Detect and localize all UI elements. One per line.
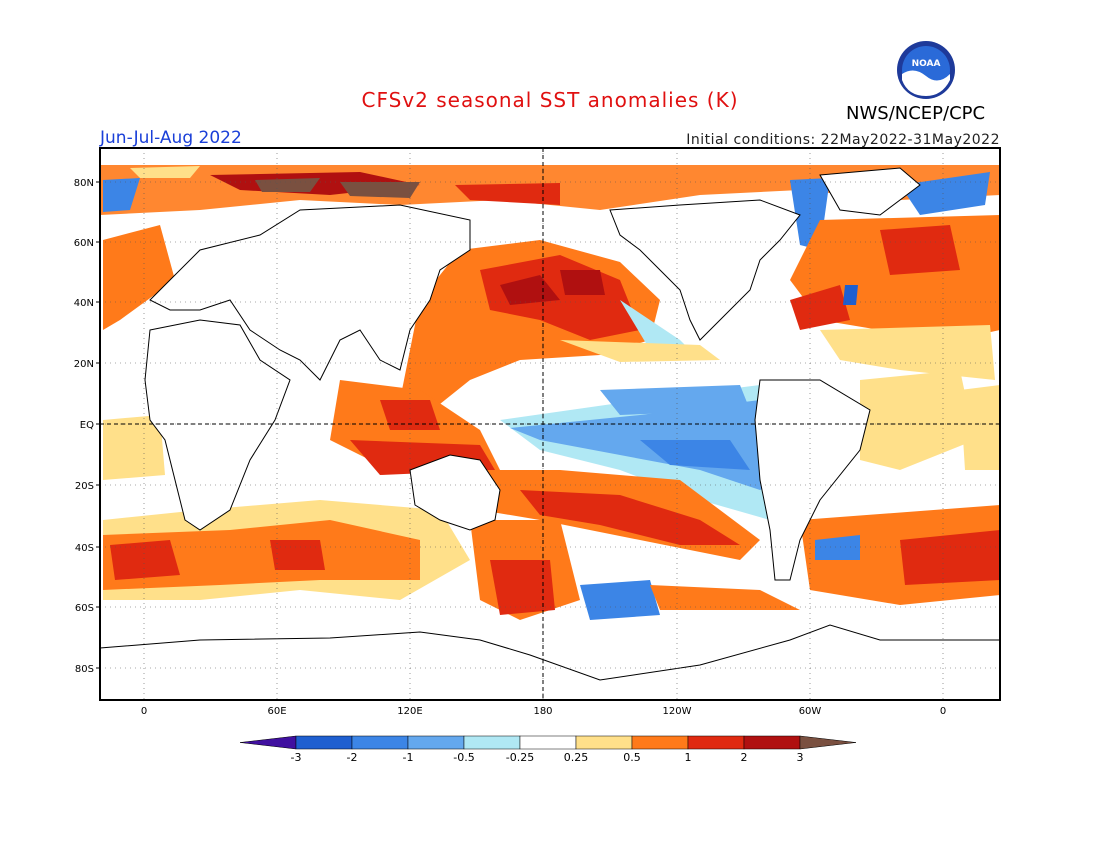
colorbar-segment xyxy=(407,735,465,750)
colorbar: -3 -2 -1 -0.5 -0.25 0.25 0.5 1 2 3 xyxy=(239,735,857,764)
colorbar-segment xyxy=(575,735,633,750)
chart-title: CFSv2 seasonal SST anomalies (K) xyxy=(361,88,739,112)
lon-label: 0 xyxy=(940,706,946,717)
colorbar-segment xyxy=(295,735,353,750)
colorbar-tick-label: -2 xyxy=(347,751,358,764)
lon-label: 180 xyxy=(533,706,552,717)
colorbar-tick-label: -0.5 xyxy=(453,751,474,764)
lat-label: 20N xyxy=(74,359,94,370)
colorbar-tick-label: 0.5 xyxy=(623,751,641,764)
longitude-labels: 0 60E 120E 180 120W 60W 0 xyxy=(141,706,946,717)
colorbar-tick-label: -1 xyxy=(403,751,414,764)
lon-label: 60W xyxy=(799,706,822,717)
colorbar-segment xyxy=(351,735,409,750)
lat-label: 80N xyxy=(74,178,94,189)
colorbar-tick-label: 1 xyxy=(685,751,692,764)
noaa-logo: NOAA xyxy=(897,41,955,99)
lat-label: EQ xyxy=(80,420,94,431)
colorbar-tick-label: 0.25 xyxy=(564,751,589,764)
lat-label: 60S xyxy=(75,603,94,614)
lat-label: 40S xyxy=(75,543,94,554)
lat-label: 40N xyxy=(74,298,94,309)
lat-label: 60N xyxy=(74,238,94,249)
lon-label: 0 xyxy=(141,706,147,717)
colorbar-segment xyxy=(687,735,745,750)
lon-label: 60E xyxy=(267,706,286,717)
agency-label: NWS/NCEP/CPC xyxy=(846,103,986,124)
colorbar-tick-label: 3 xyxy=(797,751,804,764)
anomaly-shading xyxy=(100,165,1000,620)
lat-label: 80S xyxy=(75,664,94,675)
colorbar-segment xyxy=(743,735,801,750)
svg-text:NOAA: NOAA xyxy=(912,59,941,69)
colorbar-segment xyxy=(631,735,689,750)
colorbar-tick-label: -3 xyxy=(291,751,302,764)
season-label: Jun-Jul-Aug 2022 xyxy=(100,128,242,148)
lon-label: 120E xyxy=(397,706,422,717)
colorbar-segment xyxy=(519,735,577,750)
continent-outlines xyxy=(99,167,1001,701)
colorbar-high-triangle xyxy=(799,735,857,750)
colorbar-low-triangle xyxy=(239,735,297,750)
initial-conditions-label: Initial conditions: 22May2022-31May2022 xyxy=(686,132,1000,148)
colorbar-tick-label: -0.25 xyxy=(506,751,534,764)
lon-label: 120W xyxy=(663,706,692,717)
colorbar-segment xyxy=(463,735,521,750)
latitude-labels: 80N 60N 40N 20N EQ 20S 40S 60S 80S xyxy=(74,178,100,675)
colorbar-tick-label: 2 xyxy=(741,751,748,764)
lat-label: 20S xyxy=(75,481,94,492)
